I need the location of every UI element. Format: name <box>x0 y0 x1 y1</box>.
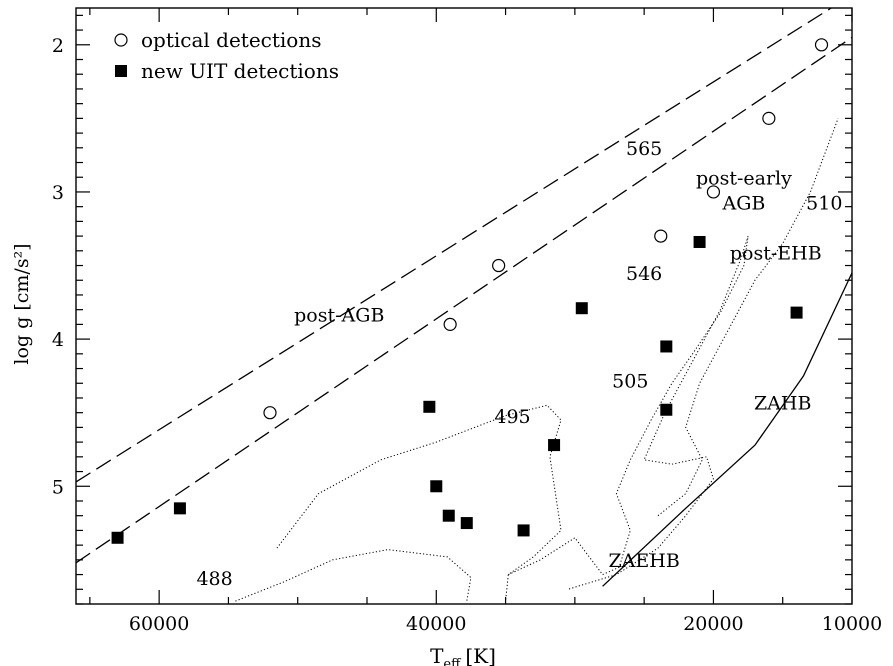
optical-detection-point <box>263 406 277 420</box>
track-488 <box>235 549 472 602</box>
track-510 <box>657 118 839 517</box>
uit-detection-point <box>790 306 803 319</box>
x-tick-label: 40000 <box>406 613 466 635</box>
annotation-label: 546 <box>626 263 662 285</box>
uit-detection-point <box>517 524 530 537</box>
optical-detection-point <box>492 258 506 273</box>
optical-detection-point <box>654 229 668 243</box>
x-axis-label: Teff [K] <box>430 644 496 666</box>
y-tick-label: 2 <box>52 35 64 57</box>
annotation-label: 488 <box>196 568 232 590</box>
x-tick-label: 60000 <box>129 613 189 635</box>
legend-label-2: new UIT detections <box>141 59 339 83</box>
y-axis-label: log g [cm/s²] <box>11 243 33 364</box>
annotation-label: post-AGB <box>294 304 384 326</box>
annotation-label: ZAHB <box>754 393 811 415</box>
optical-detection-point <box>762 111 776 125</box>
annotation-label: 495 <box>494 406 530 428</box>
legend: optical detections new UIT detections <box>114 28 339 83</box>
y-tick-label: 5 <box>52 476 64 498</box>
annotation-label: 565 <box>626 138 662 160</box>
uit-detection-point <box>575 302 588 315</box>
uit-detection-point <box>660 340 673 353</box>
uit-detection-point <box>693 235 706 248</box>
annotation-label: ZAEHB <box>608 550 679 572</box>
uit-detection-point <box>442 509 455 522</box>
uit-detection-point <box>173 502 186 515</box>
uit-detection-point <box>423 400 436 413</box>
uit-detection-point <box>111 531 124 544</box>
x-tick-label: 10000 <box>822 613 882 635</box>
track-495 <box>276 404 562 602</box>
y-tick-label: 4 <box>52 329 64 351</box>
legend-marker-2 <box>115 65 127 77</box>
track-zahb <box>602 272 852 587</box>
track-505 <box>508 235 749 590</box>
ticks-layer: 60000 40000 20000 10000 2 3 4 5 <box>52 8 882 635</box>
y-tick-label: 3 <box>52 182 64 204</box>
optical-detection-point <box>706 185 721 199</box>
reference-line-2 <box>76 36 852 564</box>
annotations-layer: 565 546 post-early AGB 510 post-EHB post-AGB 50… <box>196 138 842 590</box>
optical-detection-point <box>814 38 829 52</box>
x-axis-label-unit: [K] <box>465 644 496 666</box>
reference-line-1 <box>76 8 832 483</box>
x-axis-label-main: T <box>430 644 444 666</box>
legend-marker-1 <box>114 33 128 47</box>
x-axis-label-subscript: eff <box>443 657 462 666</box>
annotation-label: post-EHB <box>730 243 822 265</box>
uit-detection-point <box>430 480 443 493</box>
uit-detection-point <box>548 439 561 452</box>
curves-layer <box>76 8 852 602</box>
annotation-label: 510 <box>806 193 842 215</box>
annotation-label: 505 <box>612 371 648 393</box>
plot-frame <box>75 7 853 605</box>
annotation-label: post-early <box>696 168 792 190</box>
x-tick-label: 20000 <box>683 613 743 635</box>
annotation-label: AGB <box>721 193 765 215</box>
uit-detection-point <box>660 403 673 416</box>
markers-layer <box>111 38 829 544</box>
uit-detection-point <box>460 517 473 530</box>
legend-label-1: optical detections <box>141 28 322 52</box>
optical-detection-point <box>443 317 457 331</box>
